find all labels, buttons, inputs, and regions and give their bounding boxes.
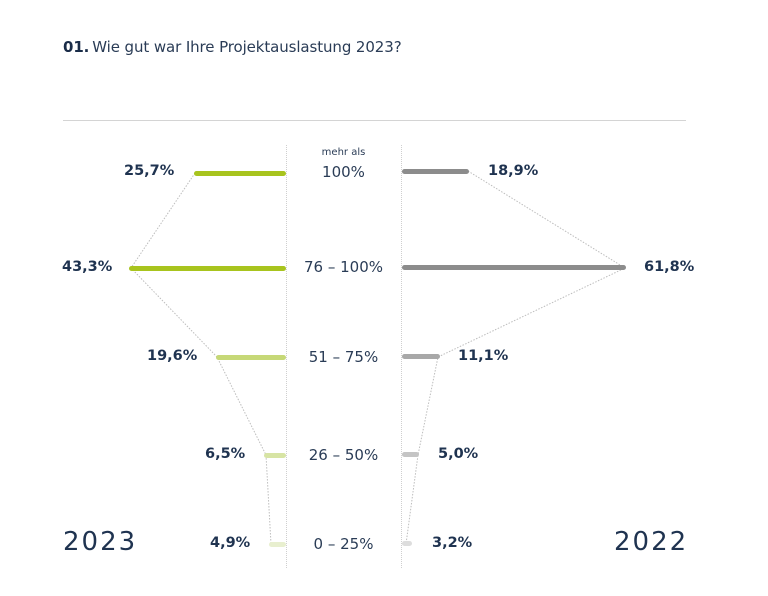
- category-51-75: 51 – 75%: [308, 348, 379, 366]
- axis-line-right: [401, 145, 402, 568]
- bar-2022-76-100: [402, 265, 626, 270]
- value-2022-51-75: 11,1%: [458, 348, 509, 364]
- category-0-25: 0 – 25%: [313, 535, 374, 553]
- chart-title: 01. Wie gut war Ihre Projektauslastung 20…: [63, 38, 402, 56]
- bar-2023-26-50: [264, 453, 286, 458]
- axis-line-left: [286, 145, 287, 568]
- bar-2023-0-25: [269, 542, 286, 547]
- year-label-2022: 2022: [614, 527, 689, 557]
- title-divider: [63, 120, 686, 121]
- bar-2023-51-75: [216, 355, 286, 360]
- category-76-100: 76 – 100%: [303, 258, 383, 276]
- value-2022-0-25: 3,2%: [432, 535, 473, 551]
- bar-2022-51-75: [402, 354, 440, 359]
- bar-2022-over-100: [402, 169, 469, 174]
- value-2022-over-100: 18,9%: [488, 163, 539, 179]
- value-2022-76-100: 61,8%: [644, 259, 695, 275]
- value-2023-0-25: 4,9%: [210, 535, 251, 551]
- value-2023-over-100: 25,7%: [124, 163, 175, 179]
- value-2023-26-50: 6,5%: [205, 446, 246, 462]
- question-text: Wie gut war Ihre Projektauslastung 2023?: [92, 38, 402, 56]
- bar-2022-0-25: [402, 541, 412, 546]
- category-26-50: 26 – 50%: [308, 446, 379, 464]
- year-label-2023: 2023: [63, 527, 138, 557]
- value-2023-76-100: 43,3%: [62, 259, 113, 275]
- bar-2023-over-100: [194, 171, 286, 176]
- question-number: 01.: [63, 38, 90, 56]
- value-2022-26-50: 5,0%: [438, 446, 479, 462]
- value-2023-51-75: 19,6%: [147, 348, 198, 364]
- category-over-100-prefix: mehr als: [321, 147, 366, 158]
- bar-2023-76-100: [129, 266, 286, 271]
- bar-2022-26-50: [402, 452, 419, 457]
- category-over-100: 100%: [322, 163, 365, 181]
